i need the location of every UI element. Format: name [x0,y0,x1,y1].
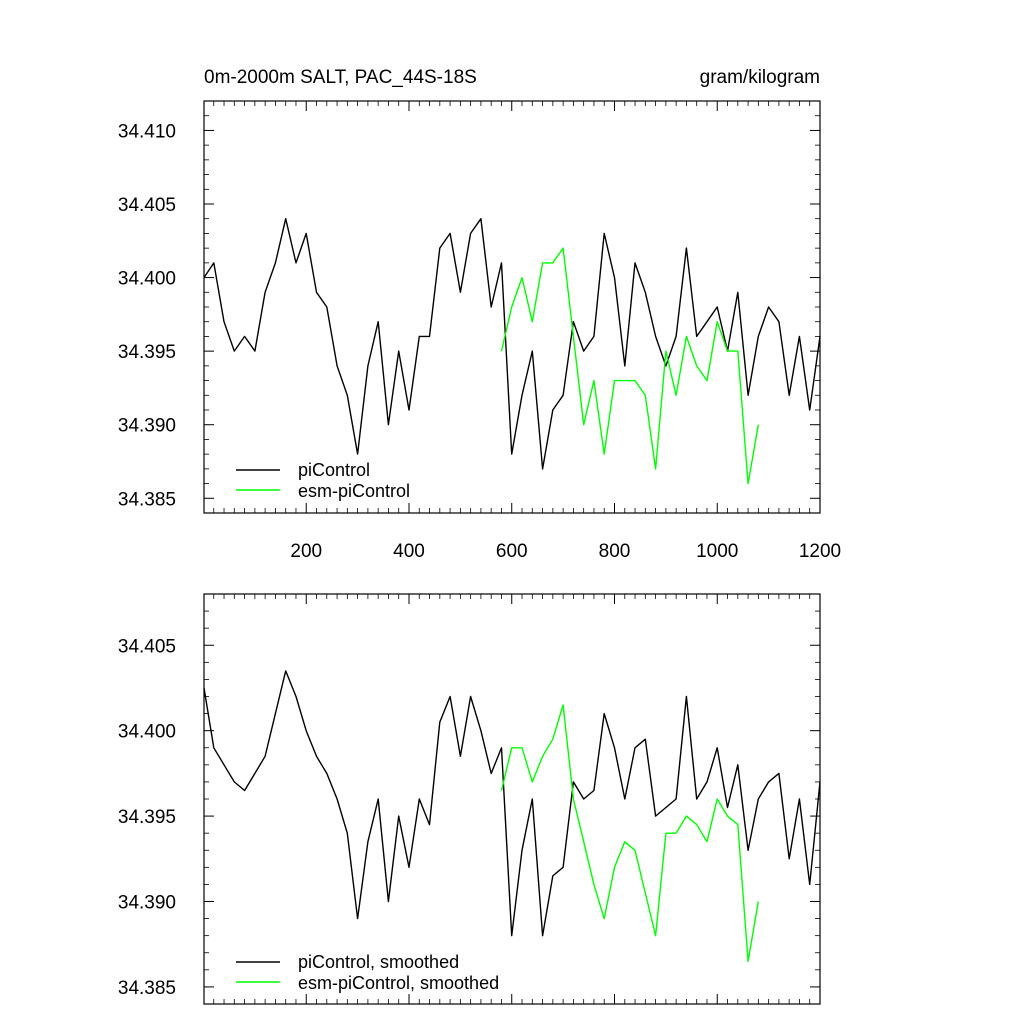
x-tick-label: 1200 [799,541,841,562]
top-x-tick-labels: 200 400 600 800 1000 1200 [290,541,841,562]
series-line-esm-picontrol [500,704,759,962]
y-tick-label: 34.385 [118,978,176,999]
top-plot-frame [203,100,821,514]
series-line-picontrol [203,218,821,470]
top-legend: piControl esm-piControl [236,460,410,501]
y-tick-label: 34.390 [118,416,176,437]
bottom-legend: piControl, smoothed esm-piControl, smoot… [236,952,499,993]
y-tick-label: 34.385 [118,489,176,510]
top-y-tick-labels: 34.385 34.390 34.395 34.400 34.405 34.410 [118,121,176,510]
y-tick-label: 34.395 [118,807,176,828]
x-tick-label: 400 [393,541,425,562]
legend-label-esm-picontrol-smoothed: esm-piControl, smoothed [298,973,499,993]
bottom-plot-frame [203,593,821,1005]
legend-label-esm-picontrol: esm-piControl [298,481,410,501]
series-line-esm-picontrol [500,247,759,485]
top-panel: 0m-2000m SALT, PAC_44S-18S gram/kilogram… [118,67,841,562]
units-label: gram/kilogram [700,67,820,88]
y-tick-label: 34.400 [118,722,176,743]
y-tick-label: 34.390 [118,893,176,914]
y-tick-label: 34.405 [118,195,176,216]
legend-label-picontrol-smoothed: piControl, smoothed [298,952,459,972]
series-line-picontrol [203,670,821,937]
x-tick-label: 200 [290,541,322,562]
chart-title: 0m-2000m SALT, PAC_44S-18S [204,67,477,88]
bottom-axis-ticks [204,593,821,1005]
bottom-y-tick-labels: 34.385 34.390 34.395 34.400 34.405 [118,636,176,999]
y-tick-label: 34.410 [118,121,176,142]
y-tick-label: 34.395 [118,342,176,363]
x-tick-label: 800 [599,541,631,562]
y-tick-label: 34.400 [118,269,176,290]
legend-label-picontrol: piControl [298,460,370,480]
x-tick-label: 600 [496,541,528,562]
y-tick-label: 34.405 [118,636,176,657]
bottom-series-lines [203,670,821,962]
bottom-panel: 34.385 34.390 34.395 34.400 34.405 piControl… [118,593,821,1005]
top-series-lines [203,218,821,485]
x-tick-label: 1000 [696,541,738,562]
